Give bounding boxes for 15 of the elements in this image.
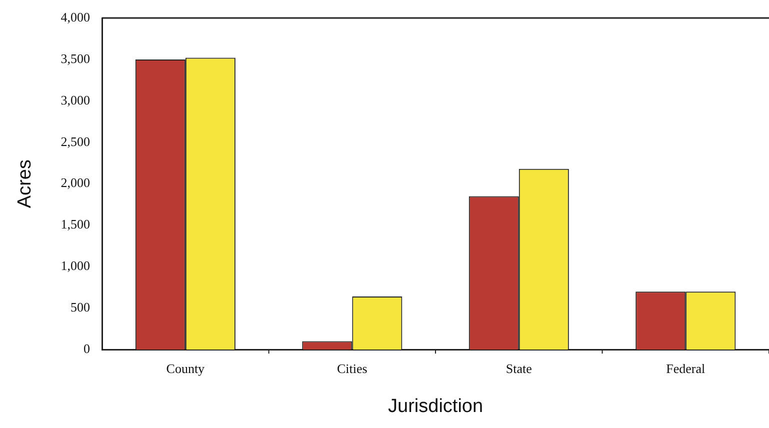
y-axis-title: Acres bbox=[14, 160, 36, 208]
y-tick-label: 0 bbox=[84, 341, 90, 356]
x-tick-label: State bbox=[506, 360, 532, 376]
y-tick-label: 1,500 bbox=[60, 216, 90, 232]
y-tick-label: 4,000 bbox=[60, 9, 90, 24]
y-tick-label: 2,000 bbox=[60, 175, 90, 190]
y-tick-label: 3,000 bbox=[60, 92, 90, 108]
x-tick-label: Cities bbox=[336, 360, 368, 376]
y-tick-label: 2,500 bbox=[60, 134, 90, 149]
x-tick-label: Federal bbox=[666, 360, 706, 376]
x-tick-label: County bbox=[166, 360, 206, 376]
y-tick-label: 500 bbox=[70, 300, 90, 315]
x-axis-title: Jurisdiction bbox=[388, 396, 484, 417]
y-tick-label: 1,000 bbox=[60, 258, 90, 274]
y-tick-label: 3,500 bbox=[60, 50, 90, 66]
